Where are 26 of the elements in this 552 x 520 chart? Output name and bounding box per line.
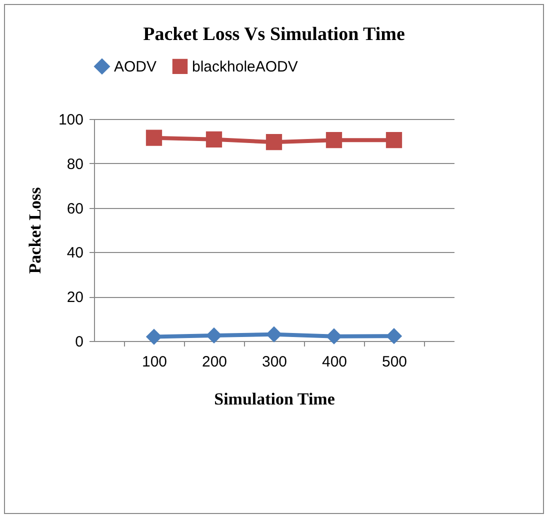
y-tick-label: 80 — [66, 156, 84, 173]
x-axis-title: Simulation Time — [214, 390, 336, 408]
chart-title: Packet Loss Vs Simulation Time — [143, 24, 405, 45]
y-tick-label: 0 — [75, 334, 84, 350]
point — [326, 132, 342, 148]
x-tick-label: 200 — [202, 354, 228, 370]
y-axis-title: Packet Loss — [25, 186, 44, 274]
y-tick-label: 100 — [58, 112, 84, 128]
x-tick-label: 300 — [262, 354, 288, 370]
legend-label: AODV — [114, 58, 157, 76]
point — [206, 327, 222, 344]
point — [266, 326, 282, 342]
point — [326, 328, 342, 344]
point — [206, 131, 222, 148]
legend-label: blackholeAODV — [192, 58, 298, 76]
x-tick-label: 100 — [142, 354, 168, 370]
y-tick-label: 60 — [66, 200, 84, 218]
y-tick-label: 20 — [66, 289, 84, 306]
point — [386, 328, 402, 344]
point — [146, 328, 162, 345]
point — [146, 130, 162, 146]
x-tick-label: 500 — [382, 354, 408, 370]
point — [266, 134, 282, 150]
point — [386, 132, 402, 148]
x-tick-label: 400 — [322, 354, 348, 370]
y-tick-label: 40 — [66, 244, 84, 262]
